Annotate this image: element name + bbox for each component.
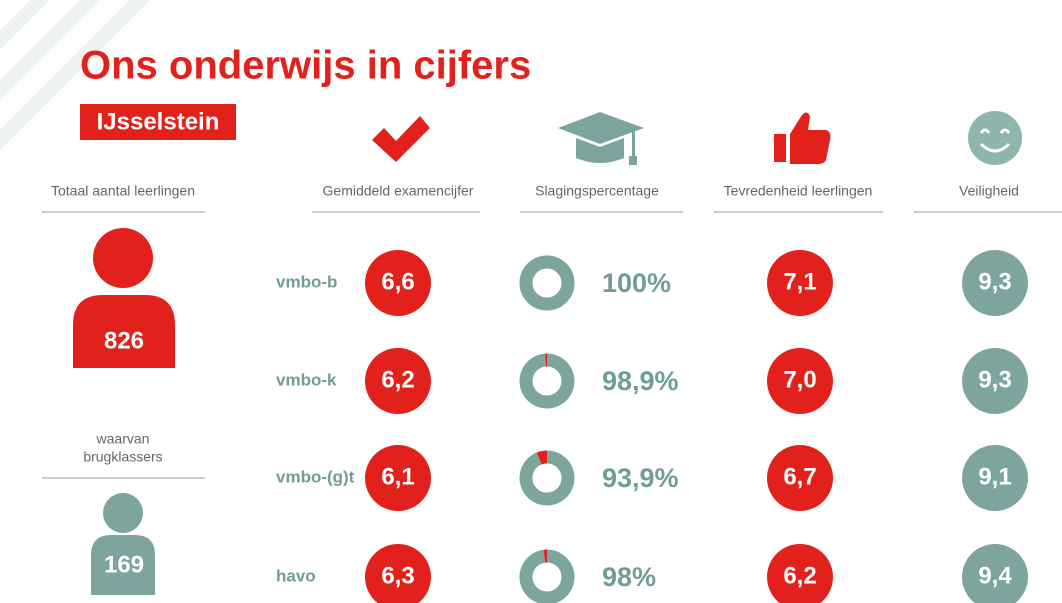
pass-rate: 100% — [602, 268, 671, 298]
satisfaction: 7,1 — [783, 268, 816, 295]
satisfaction-circle — [767, 250, 833, 316]
satisfaction-circle — [767, 445, 833, 511]
person-head — [93, 228, 153, 288]
safety: 9,3 — [978, 268, 1011, 295]
exam-circle — [365, 250, 431, 316]
person-body — [91, 535, 155, 595]
level-label: vmbo-k — [276, 370, 337, 389]
students-label: Totaal aantal leerlingen — [51, 183, 195, 199]
safety: 9,3 — [978, 366, 1011, 393]
students-total: 826 — [104, 327, 144, 354]
donut-pass — [519, 549, 575, 603]
exam-grade: 6,1 — [381, 463, 414, 490]
pass-rate: 93,9% — [602, 463, 679, 493]
safety-circle — [962, 445, 1028, 511]
sub-label: waarvan — [96, 431, 150, 447]
column-header: Slagingspercentage — [535, 183, 659, 199]
safety: 9,4 — [978, 562, 1012, 589]
level-label: vmbo-(g)t — [276, 467, 355, 486]
donut-fail — [536, 450, 548, 465]
level-label: vmbo-b — [276, 272, 337, 291]
safety-circle — [962, 348, 1028, 414]
satisfaction-circle — [767, 348, 833, 414]
subtitle-box — [80, 104, 236, 140]
safety: 9,1 — [978, 463, 1011, 490]
satisfaction-circle — [767, 544, 833, 603]
person-body — [73, 295, 175, 368]
donut-pass — [519, 255, 575, 311]
pass-rate: 98% — [602, 562, 656, 592]
safety-circle — [962, 544, 1028, 603]
exam-grade: 6,2 — [381, 366, 414, 393]
column-header: Tevredenheid leerlingen — [724, 183, 873, 199]
satisfaction: 6,7 — [783, 463, 816, 490]
pass-rate: 98,9% — [602, 366, 679, 396]
subtitle: IJsselstein — [97, 108, 220, 135]
exam-circle — [365, 544, 431, 603]
exam-grade: 6,6 — [381, 268, 414, 295]
cap-icon — [558, 112, 644, 165]
thumb-icon — [774, 112, 831, 164]
satisfaction: 7,0 — [783, 366, 816, 393]
smiley-icon — [968, 111, 1022, 165]
person-head — [103, 493, 143, 533]
level-label: havo — [276, 566, 316, 585]
donut-pass — [519, 450, 575, 506]
exam-circle — [365, 445, 431, 511]
first-years: 169 — [104, 551, 144, 578]
check-icon — [372, 116, 430, 162]
column-header: Gemiddeld examencijfer — [323, 183, 474, 199]
satisfaction: 6,2 — [783, 562, 816, 589]
sub-label: brugklassers — [83, 449, 162, 465]
column-header: Veiligheid — [959, 183, 1019, 199]
safety-circle — [962, 250, 1028, 316]
donut-pass — [519, 353, 575, 409]
title: Ons onderwijs in cijfers — [80, 44, 531, 88]
exam-grade: 6,3 — [381, 562, 414, 589]
exam-circle — [365, 348, 431, 414]
